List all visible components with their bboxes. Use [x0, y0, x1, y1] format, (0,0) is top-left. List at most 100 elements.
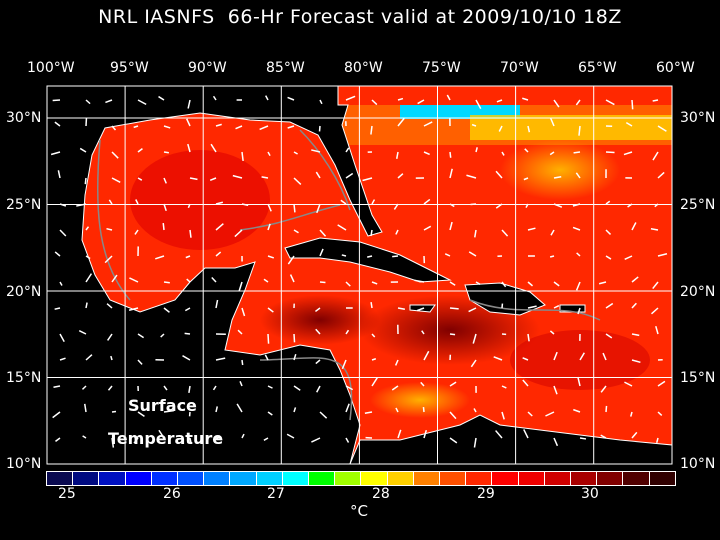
current-vector	[184, 332, 191, 335]
current-vector	[370, 229, 373, 237]
current-vector	[111, 437, 115, 448]
current-vector	[241, 151, 244, 162]
current-vector	[449, 281, 456, 286]
current-vector	[215, 223, 224, 231]
colorbar-cell	[518, 472, 544, 485]
colorbar-tick: 30	[581, 486, 599, 502]
current-vector	[655, 437, 659, 443]
current-vector	[110, 355, 113, 361]
current-vector	[627, 203, 633, 208]
current-vector	[623, 151, 633, 156]
current-vector	[652, 151, 659, 161]
current-vector	[239, 381, 243, 387]
current-vector	[287, 125, 295, 129]
current-vector	[475, 99, 482, 110]
current-vector	[81, 385, 87, 390]
colorbar-cell	[256, 472, 282, 485]
current-vector	[527, 411, 533, 417]
current-vector	[498, 125, 503, 132]
colorbar-cell	[361, 472, 387, 485]
current-vector	[624, 255, 633, 260]
current-vector	[163, 151, 169, 154]
current-vector	[107, 385, 113, 391]
current-vector	[421, 330, 425, 335]
current-vector	[241, 359, 244, 366]
current-vector	[420, 381, 425, 387]
current-vector	[605, 255, 612, 260]
colorbar-cell	[204, 472, 230, 485]
current-vector	[267, 255, 275, 259]
current-vector	[579, 352, 585, 361]
colorbar-cell	[571, 472, 597, 485]
colorbar-cell	[466, 472, 492, 485]
colorbar-cell	[230, 472, 256, 485]
current-vector	[553, 176, 562, 179]
current-vector	[522, 379, 529, 387]
colorbar-cell	[151, 472, 178, 485]
current-vector	[602, 352, 607, 361]
current-vector	[657, 253, 668, 257]
current-vector	[108, 199, 113, 205]
current-vector	[579, 437, 587, 440]
current-vector	[605, 333, 613, 339]
current-vector	[553, 437, 559, 447]
current-vector	[527, 125, 531, 133]
current-vector	[577, 376, 581, 387]
current-vector	[111, 274, 118, 283]
current-vector	[137, 411, 145, 418]
current-vector	[186, 118, 191, 127]
current-vector	[215, 406, 218, 413]
current-vector	[79, 147, 87, 153]
current-vector	[337, 224, 347, 231]
map-label-line2: Temperature	[108, 429, 224, 448]
current-vector	[395, 407, 399, 413]
current-vector	[523, 429, 529, 439]
current-vector	[446, 94, 451, 101]
current-vector	[215, 299, 219, 309]
current-vector	[263, 278, 269, 283]
current-vector	[449, 411, 457, 420]
current-vector	[395, 229, 399, 235]
current-vector	[449, 151, 452, 158]
graticule	[47, 86, 672, 464]
current-vector	[605, 200, 611, 205]
colorbar-cell	[492, 472, 518, 485]
current-vector	[345, 403, 350, 413]
current-vector	[135, 199, 139, 205]
current-vector	[423, 350, 430, 361]
current-vector	[605, 99, 615, 106]
current-vector	[573, 408, 581, 413]
current-vector	[575, 172, 581, 179]
current-vector	[468, 251, 477, 257]
current-vector	[137, 359, 143, 365]
current-vector	[163, 177, 167, 184]
current-vector	[319, 248, 324, 257]
current-vector	[473, 437, 477, 448]
current-vector	[371, 333, 376, 338]
current-vector	[341, 359, 347, 370]
current-vector	[466, 174, 477, 179]
current-vector	[267, 385, 273, 389]
lat-label-right: 15°N	[680, 370, 716, 386]
current-vector	[501, 151, 505, 156]
current-vector	[314, 307, 321, 313]
current-vector	[107, 333, 113, 341]
current-vector	[340, 199, 347, 205]
current-vector	[287, 255, 295, 265]
current-vector	[85, 302, 88, 309]
colorbar-cell	[597, 472, 623, 485]
current-vector	[211, 276, 217, 283]
current-vector	[215, 436, 221, 439]
current-vector	[605, 229, 612, 235]
current-vector	[84, 177, 87, 185]
current-vector	[106, 227, 113, 231]
current-vector	[475, 147, 478, 153]
colorbar-cell	[178, 472, 204, 485]
colorbar-cell	[544, 472, 571, 485]
current-vector	[267, 333, 270, 344]
current-vector	[137, 99, 147, 106]
lat-label-left: 10°N	[6, 456, 42, 472]
current-vector	[493, 356, 503, 361]
current-vector	[575, 281, 581, 291]
current-vector	[319, 99, 323, 105]
